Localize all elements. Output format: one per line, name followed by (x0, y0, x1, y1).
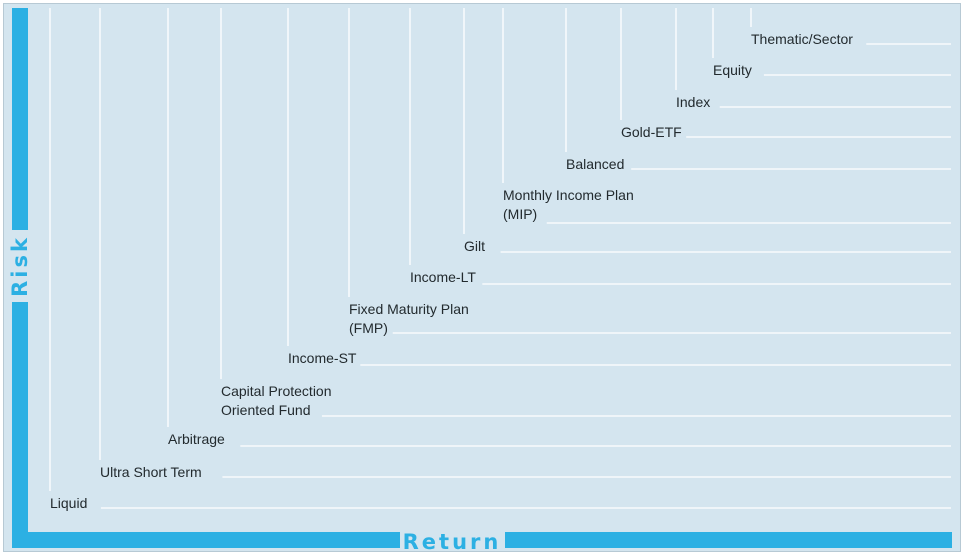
category-label: Index (676, 94, 710, 110)
risk-axis-label: Risk (8, 235, 32, 297)
category-label: Equity (713, 62, 752, 78)
category-label: Ultra Short Term (100, 464, 202, 480)
category-label: (MIP) (503, 206, 537, 222)
category-label: Gold-ETF (621, 124, 682, 140)
category-label: Monthly Income Plan (503, 187, 634, 203)
return-axis-bar-left (12, 532, 400, 548)
category-label: Oriented Fund (221, 402, 311, 418)
category-label: Thematic/Sector (751, 31, 853, 47)
category-label: Fixed Maturity Plan (349, 301, 469, 317)
category-label: Arbitrage (168, 431, 225, 447)
category-label: Balanced (566, 156, 624, 172)
return-axis-bar-right (505, 532, 952, 548)
category-labels: Liquid Ultra Short Term Arbitrage Capital P… (50, 31, 853, 511)
category-label: Capital Protection (221, 383, 332, 399)
risk-axis-bar-bottom (12, 302, 28, 548)
category-label: (FMP) (349, 320, 388, 336)
return-axis-label: Return (403, 530, 502, 554)
risk-axis-bar-top (12, 8, 28, 230)
category-label: Liquid (50, 495, 87, 511)
category-label: Income-LT (410, 269, 476, 285)
diagram-panel (3, 3, 961, 552)
category-label: Gilt (464, 238, 485, 254)
category-label: Income-ST (288, 350, 357, 366)
guide-lines (49, 8, 951, 509)
